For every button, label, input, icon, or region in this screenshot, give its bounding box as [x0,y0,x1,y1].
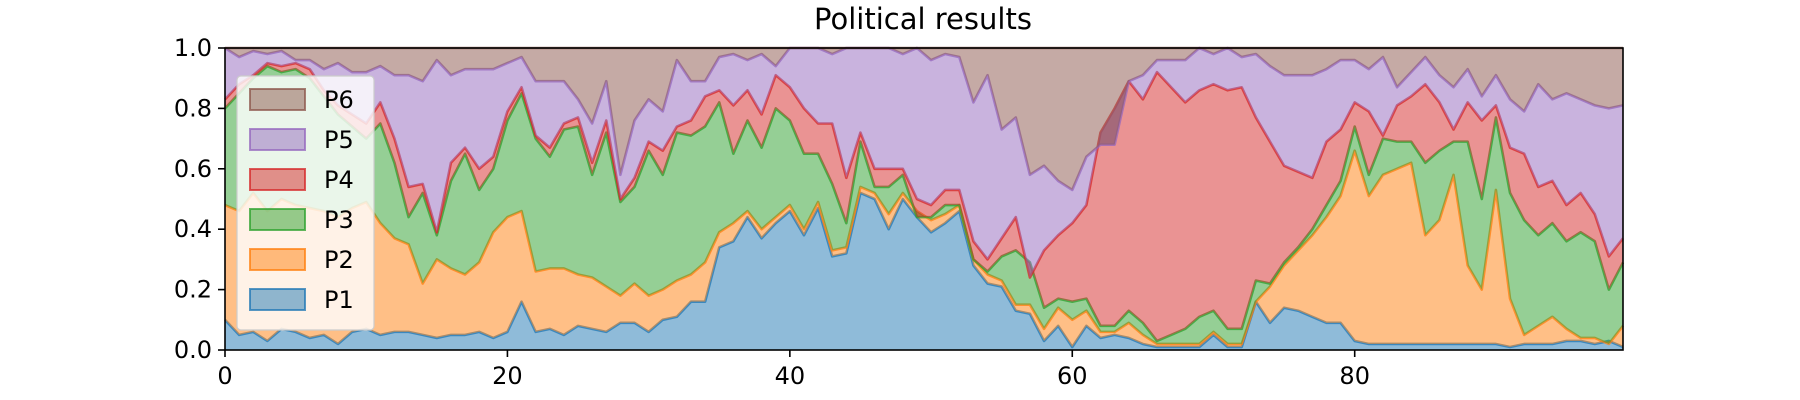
x-tick-label: 20 [492,362,523,390]
y-axis: 0.0 0.2 0.4 0.6 0.8 1.0 [174,34,225,364]
x-tick-label: 80 [1339,362,1370,390]
chart-title: Political results [814,2,1032,36]
legend-label-p1: P1 [324,286,354,314]
legend-label-p6: P6 [324,86,354,114]
area-p1 [225,192,1623,350]
legend-label-p2: P2 [324,246,354,274]
legend-swatch-p3 [249,208,306,231]
area-p5 [225,48,1623,278]
area-p4 [225,63,1623,341]
area-p6 [225,48,1623,190]
area-p2 [225,150,1623,347]
area-layers [224,46,1625,350]
legend-swatch-p1 [249,288,306,311]
legend-label-p3: P3 [324,206,354,234]
x-axis: 0 20 40 60 80 [217,350,1370,390]
x-tick-label: 40 [775,362,806,390]
legend: P6 P5 P4 P3 P2 P1 [236,75,375,331]
x-tick-label: 0 [217,362,232,390]
legend-swatch-p4 [249,168,306,191]
y-tick-label: 1.0 [174,34,212,62]
y-tick-label: 0.8 [174,94,212,122]
legend-label-p5: P5 [324,126,354,154]
y-tick-label: 0.2 [174,276,212,304]
y-tick-label: 0.0 [174,336,212,364]
plot-frame [224,47,1624,351]
legend-swatch-p2 [249,248,306,271]
line-p4 [224,61,1625,279]
x-tick-label: 60 [1057,362,1088,390]
legend-label-p4: P4 [324,166,354,194]
y-tick-label: 0.4 [174,215,212,243]
legend-swatch-p6 [249,88,306,111]
legend-swatch-p5 [249,128,306,151]
y-tick-label: 0.6 [174,155,212,183]
area-p3 [225,66,1623,344]
